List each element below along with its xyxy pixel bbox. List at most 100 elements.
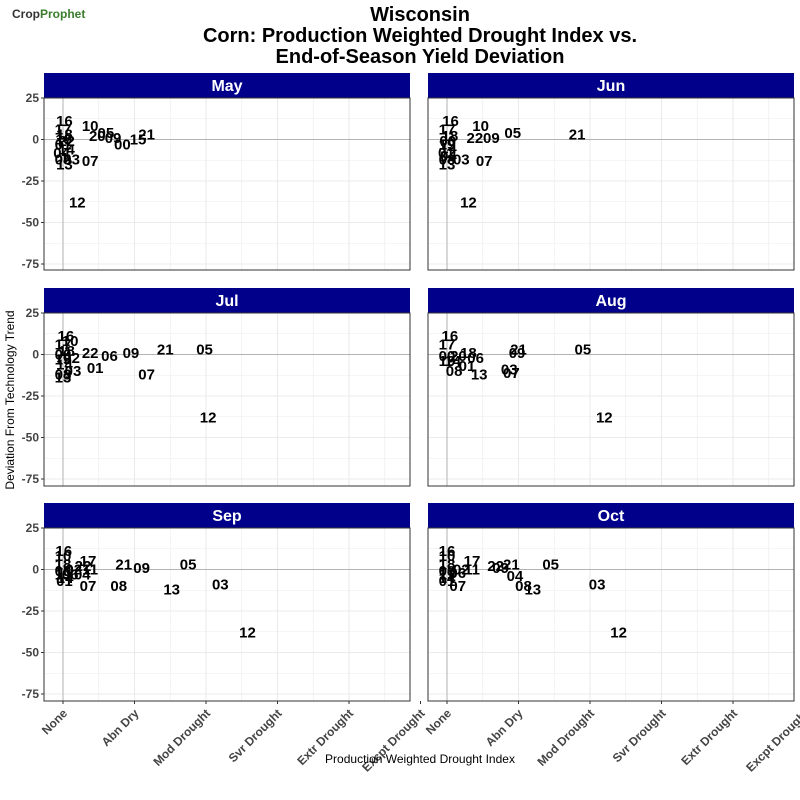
y-tick-label: 0: [32, 348, 39, 362]
data-point-label: 21: [138, 127, 155, 144]
data-point-label: 00: [55, 563, 72, 580]
data-point-label: 21: [569, 127, 586, 144]
facet-strip-jul: [44, 288, 410, 313]
data-point-label: 16: [58, 328, 75, 345]
data-point-label: 18: [442, 128, 459, 145]
data-point-label: 17: [80, 553, 97, 570]
y-tick-label: 0: [32, 563, 39, 577]
x-tick-label: Mod Drought: [534, 706, 597, 769]
y-tick-label: -50: [22, 431, 40, 445]
data-point-label: 21: [503, 557, 520, 574]
panel-border-sep: [43, 527, 411, 702]
data-point-label: 22: [82, 345, 99, 362]
facet-strip-jun: [428, 73, 794, 98]
facet-strip-label-aug: Aug: [595, 293, 626, 310]
data-point-label: 21: [510, 342, 527, 359]
data-point-label: 09: [123, 345, 140, 362]
data-point-label: 07: [449, 578, 466, 595]
y-tick-label: 25: [26, 306, 40, 320]
data-point-label: 19: [439, 136, 456, 153]
y-tick-label: -75: [22, 687, 40, 701]
data-point-label: 16: [442, 113, 459, 130]
data-point-label: 00: [114, 136, 131, 153]
data-point-label: 06: [449, 565, 466, 582]
facet-strip-oct: [428, 503, 794, 528]
data-point-label: 18: [56, 127, 73, 144]
data-point-label: 19: [55, 132, 72, 149]
facet-strip-sep: [44, 503, 410, 528]
data-point-label: 10: [82, 118, 99, 135]
data-point-label: 09: [133, 560, 150, 577]
x-tick-label: Excpt Drought: [743, 706, 800, 774]
data-point-label: 15: [130, 132, 147, 149]
y-tick-label: -50: [22, 646, 40, 660]
data-point-label: 08: [515, 578, 532, 595]
data-point-label: 09: [509, 345, 526, 362]
data-point-label: 16: [56, 113, 73, 130]
x-tick-label: Extr Drought: [678, 706, 740, 768]
data-point-label: 13: [471, 366, 488, 383]
data-point-label: 12: [239, 625, 256, 642]
data-point-label: 08: [439, 151, 456, 168]
data-point-label: 18: [439, 557, 456, 574]
data-point-label: 12: [610, 625, 627, 642]
y-tick-label: 0: [32, 133, 39, 147]
x-tick-label: Mod Drought: [150, 706, 213, 769]
data-point-label: 03: [589, 576, 606, 593]
data-point-label: 08: [110, 578, 127, 595]
data-point-label: 05: [542, 557, 559, 574]
data-point-label: 03: [501, 361, 518, 378]
data-point-label: 04: [440, 148, 457, 165]
y-tick-label: 25: [26, 521, 40, 535]
data-point-label: 22: [58, 133, 75, 150]
brand-logo-prophet: Prophet: [40, 7, 85, 21]
x-axis-label: Production Weighted Drought Index: [325, 752, 515, 766]
data-point-label: 13: [524, 581, 541, 598]
data-point-label: 16: [439, 543, 456, 560]
chart-title-line-2: Corn: Production Weighted Drought Index …: [203, 25, 637, 47]
brand-logo: CropProphet: [12, 7, 85, 21]
data-point-label: 03: [212, 576, 229, 593]
data-point-label: 07: [80, 578, 97, 595]
data-point-label: 20: [89, 128, 106, 145]
panel-border-may: [43, 97, 411, 271]
data-point-label: 19: [55, 351, 72, 368]
brand-logo-text: CropProphet: [12, 7, 85, 21]
data-point-label: 03: [63, 151, 80, 168]
x-tick-label: None: [423, 706, 454, 737]
data-point-label: 01: [459, 358, 476, 375]
facet-strip-label-sep: Sep: [212, 508, 242, 525]
data-point-label: 17: [439, 122, 456, 139]
data-point-label: 14: [58, 141, 75, 158]
data-point-label: 22: [487, 558, 504, 575]
data-point-label: 04: [507, 568, 524, 585]
data-point-label: 05: [98, 125, 115, 142]
data-point-label: 05: [504, 125, 521, 142]
data-point-label: 09: [483, 130, 500, 147]
data-point-label: 14: [56, 356, 73, 373]
data-point-label: 08: [55, 151, 72, 168]
data-point-label: 18: [460, 345, 477, 362]
data-point-label: 14: [444, 353, 461, 370]
data-point-label: 20: [450, 348, 467, 365]
data-point-label: 07: [82, 153, 99, 170]
data-point-label: 07: [476, 153, 493, 170]
data-point-label: 07: [503, 365, 520, 382]
data-point-label: 16: [442, 328, 459, 345]
y-tick-label: -25: [22, 174, 40, 188]
data-point-label: 10: [62, 333, 79, 350]
y-tick-label: -75: [22, 472, 40, 486]
x-tick-label: Abn Dry: [483, 706, 526, 749]
data-point-label: 12: [200, 410, 217, 427]
panel-border-oct: [427, 527, 795, 702]
data-point-label: 05: [575, 342, 592, 359]
y-tick-label: -50: [22, 216, 40, 230]
data-point-label: 17: [55, 337, 72, 354]
